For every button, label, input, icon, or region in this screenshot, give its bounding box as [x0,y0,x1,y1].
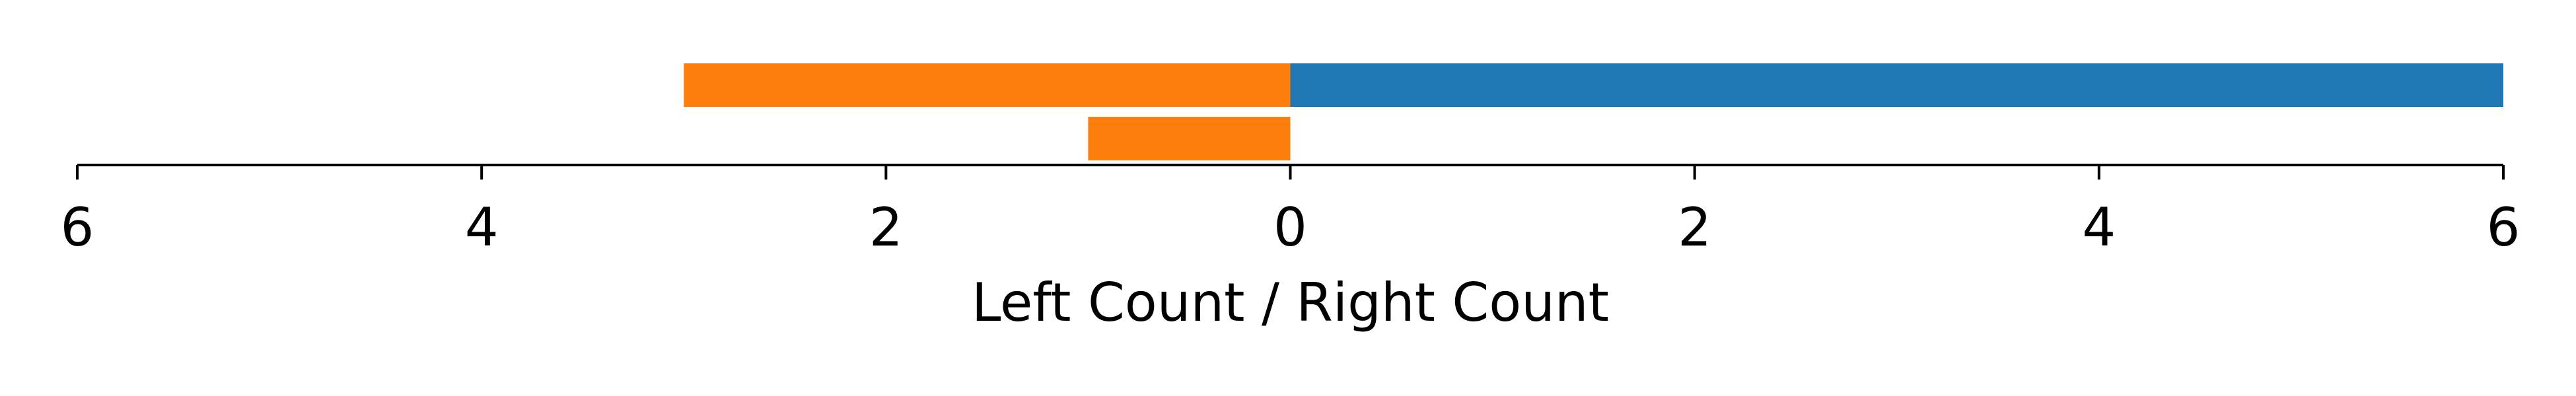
x-tick-label: 2 [1678,197,1711,258]
x-tick-label: 0 [1273,197,1307,258]
bar-row2-left [1088,117,1291,160]
x-axis-ticks: 6 4 2 0 2 4 6 [61,165,2521,258]
x-tick-label: 4 [2082,197,2116,258]
bars-layer [684,63,2503,160]
x-axis-label: Left Count / Right Count [972,272,1609,333]
x-axis: 6 4 2 0 2 4 6 [61,164,2521,258]
x-tick-label: 2 [869,197,903,258]
bar-row1-left [684,63,1291,107]
bar-row1-right [1290,63,2503,107]
x-tick-label: 6 [61,197,94,258]
x-tick-label: 6 [2487,197,2521,258]
x-tick-label: 4 [465,197,499,258]
